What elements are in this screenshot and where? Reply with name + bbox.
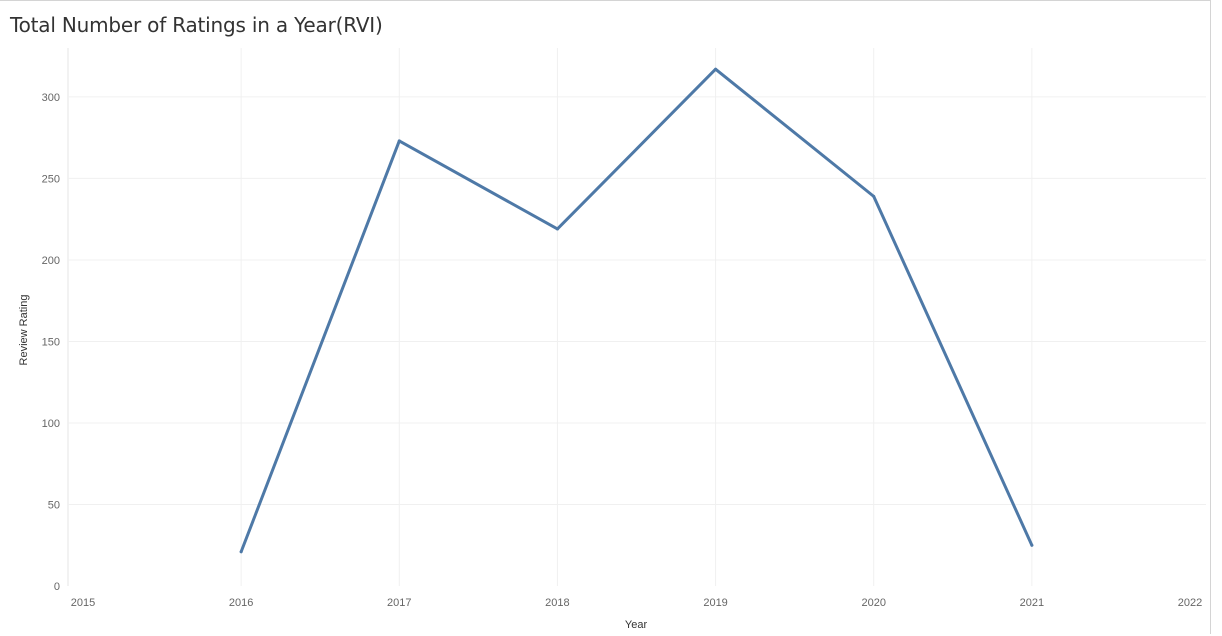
y-tick-label: 50: [48, 499, 60, 511]
x-tick-label: 2021: [1020, 597, 1044, 609]
x-tick-label: 2016: [229, 597, 253, 609]
y-tick-label: 150: [42, 336, 60, 348]
gridlines: [67, 48, 1206, 586]
x-tick-label: 2022: [1178, 597, 1202, 609]
data-point[interactable]: [1030, 543, 1034, 547]
y-tick-label: 0: [54, 581, 60, 593]
data-point[interactable]: [397, 139, 401, 143]
data-point[interactable]: [239, 550, 243, 554]
chart-title: Total Number of Ratings in a Year(RVI): [10, 13, 383, 37]
x-tick-label: 2018: [545, 597, 569, 609]
y-axis-ticks: 0 50 100 150 200 250 300: [42, 92, 60, 593]
x-axis-label: Year: [624, 619, 648, 631]
data-point[interactable]: [872, 194, 876, 198]
series-line: [239, 67, 1034, 554]
x-tick-label: 2015: [71, 597, 95, 609]
series-group: [239, 67, 1034, 554]
y-tick-label: 200: [42, 255, 60, 267]
x-tick-label: 2020: [861, 597, 885, 609]
y-tick-label: 250: [42, 173, 60, 185]
x-tick-label: 2019: [703, 597, 727, 609]
data-point[interactable]: [555, 227, 559, 231]
y-tick-label: 100: [42, 418, 60, 430]
data-point[interactable]: [714, 67, 718, 71]
x-axis-ticks: 2015 2016 2017 2018 2019 2020 2021 2022: [71, 597, 1202, 609]
y-tick-label: 300: [42, 92, 60, 104]
x-tick-label: 2017: [387, 597, 411, 609]
